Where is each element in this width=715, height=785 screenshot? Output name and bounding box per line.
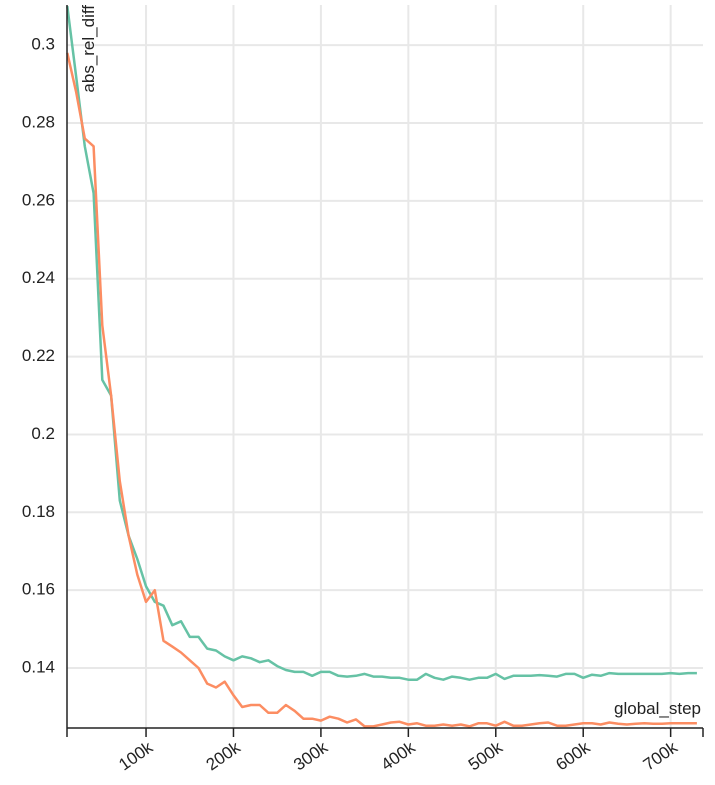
y-tick-label: 0.26 bbox=[22, 190, 55, 209]
x-tick-label: 300k bbox=[290, 737, 332, 774]
x-axis-label: global_step bbox=[614, 699, 701, 718]
x-tick-label: 700k bbox=[640, 737, 682, 774]
x-tick-label: 400k bbox=[378, 737, 420, 774]
y-tick-label: 0.3 bbox=[31, 35, 55, 54]
y-tick-label: 0.24 bbox=[22, 268, 55, 287]
axes: 0.14 0.16 0.18 0.2 0.22 0.24 0.26 0.28 0.3 100k 20… bbox=[22, 5, 704, 774]
y-tick-label: 0.18 bbox=[22, 502, 55, 521]
y-tick-label: 0.22 bbox=[22, 346, 55, 365]
y-axis-label: abs_rel_diff bbox=[79, 5, 98, 93]
series-line bbox=[66, 6, 697, 681]
x-tick-label: 100k bbox=[115, 737, 157, 774]
lines bbox=[66, 6, 697, 728]
x-tick-label: 200k bbox=[203, 737, 245, 774]
y-tick-label: 0.16 bbox=[22, 580, 55, 599]
grid bbox=[67, 5, 703, 728]
y-tick-label: 0.28 bbox=[22, 112, 55, 131]
y-tick-label: 0.14 bbox=[22, 658, 55, 677]
series-line bbox=[66, 52, 697, 728]
x-tick-label: 500k bbox=[465, 737, 507, 774]
x-tick-label: 600k bbox=[552, 737, 594, 774]
y-tick-label: 0.2 bbox=[31, 424, 55, 443]
